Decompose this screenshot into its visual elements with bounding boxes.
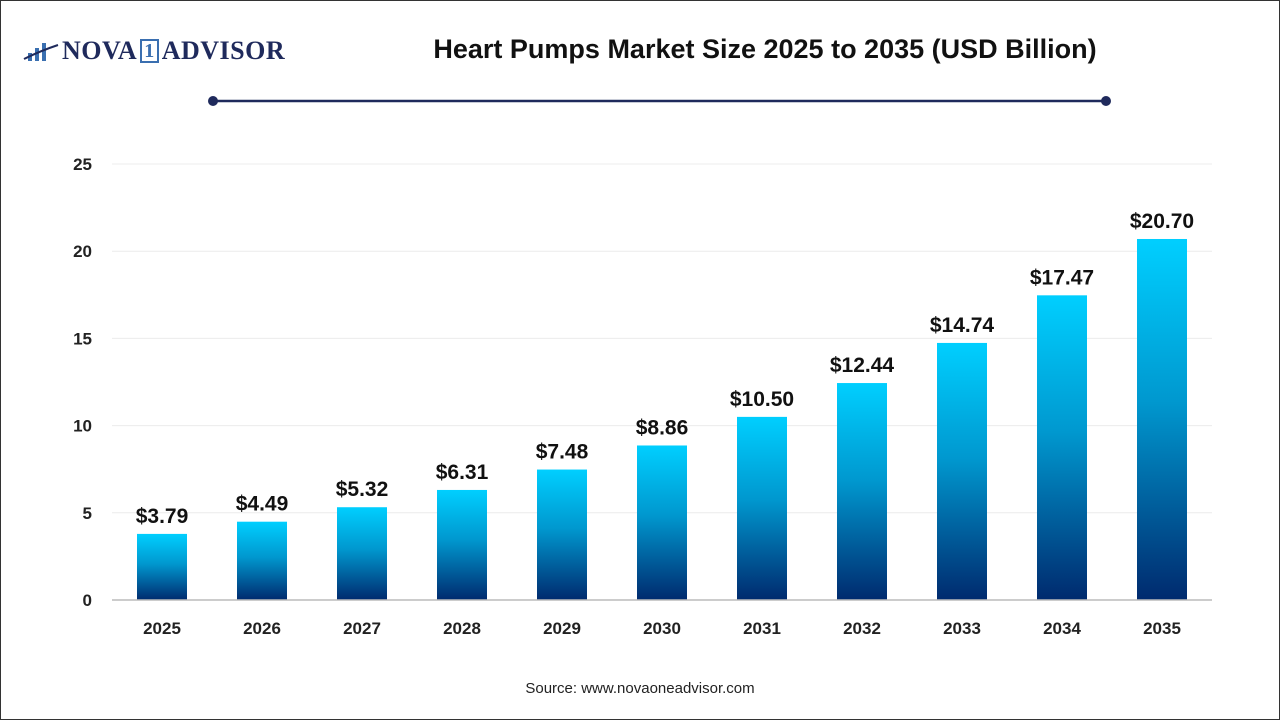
logo-text-advisor: ADVISOR — [161, 36, 286, 65]
x-tick-label: 2030 — [643, 619, 681, 638]
y-tick-label: 15 — [73, 329, 92, 348]
bar — [337, 507, 387, 600]
bar — [737, 416, 787, 600]
data-label: $7.48 — [536, 441, 589, 464]
logo-text-nova: NOVA — [62, 36, 138, 65]
y-tick-label: 10 — [73, 417, 92, 436]
bar — [1037, 295, 1087, 600]
data-label: $3.79 — [136, 505, 189, 528]
bar — [637, 445, 687, 600]
x-tick-label: 2032 — [843, 619, 881, 638]
y-tick-label: 5 — [83, 504, 92, 523]
x-tick-label: 2025 — [143, 619, 181, 638]
bar — [937, 342, 987, 600]
x-tick-label: 2034 — [1043, 619, 1081, 638]
y-tick-label: 20 — [73, 242, 92, 261]
y-tick-label: 0 — [83, 591, 92, 610]
data-label: $4.49 — [236, 493, 289, 516]
y-tick-label: 25 — [73, 155, 92, 174]
x-tick-label: 2029 — [543, 619, 581, 638]
x-tick-label: 2027 — [343, 619, 381, 638]
bar — [437, 489, 487, 600]
data-label: $20.70 — [1130, 210, 1194, 233]
x-tick-label: 2033 — [943, 619, 981, 638]
bar — [1137, 238, 1187, 600]
data-label: $17.47 — [1030, 266, 1094, 289]
x-tick-label: 2026 — [243, 619, 281, 638]
bar — [237, 521, 287, 600]
bar-chart-logo-icon — [23, 43, 59, 61]
x-tick-label: 2035 — [1143, 619, 1181, 638]
title-line-dot-right — [1101, 96, 1111, 106]
x-tick-label: 2028 — [443, 619, 481, 638]
data-label: $12.44 — [830, 354, 895, 377]
data-label: $10.50 — [730, 388, 794, 411]
logo: NOVA 1 ADVISOR — [22, 36, 285, 66]
data-label: $8.86 — [636, 416, 689, 439]
chart-title: Heart Pumps Market Size 2025 to 2035 (US… — [433, 34, 1097, 64]
x-tick-label: 2031 — [743, 619, 781, 638]
source-note: Source: www.novaoneadvisor.com — [525, 680, 755, 697]
logo-text-one: 1 — [140, 39, 159, 63]
bar — [837, 383, 887, 600]
bar — [537, 469, 587, 600]
title-line-dot-left — [208, 96, 218, 106]
data-label: $5.32 — [336, 478, 389, 501]
data-label: $6.31 — [436, 461, 489, 484]
data-label: $14.74 — [930, 314, 995, 337]
bar — [137, 533, 187, 600]
